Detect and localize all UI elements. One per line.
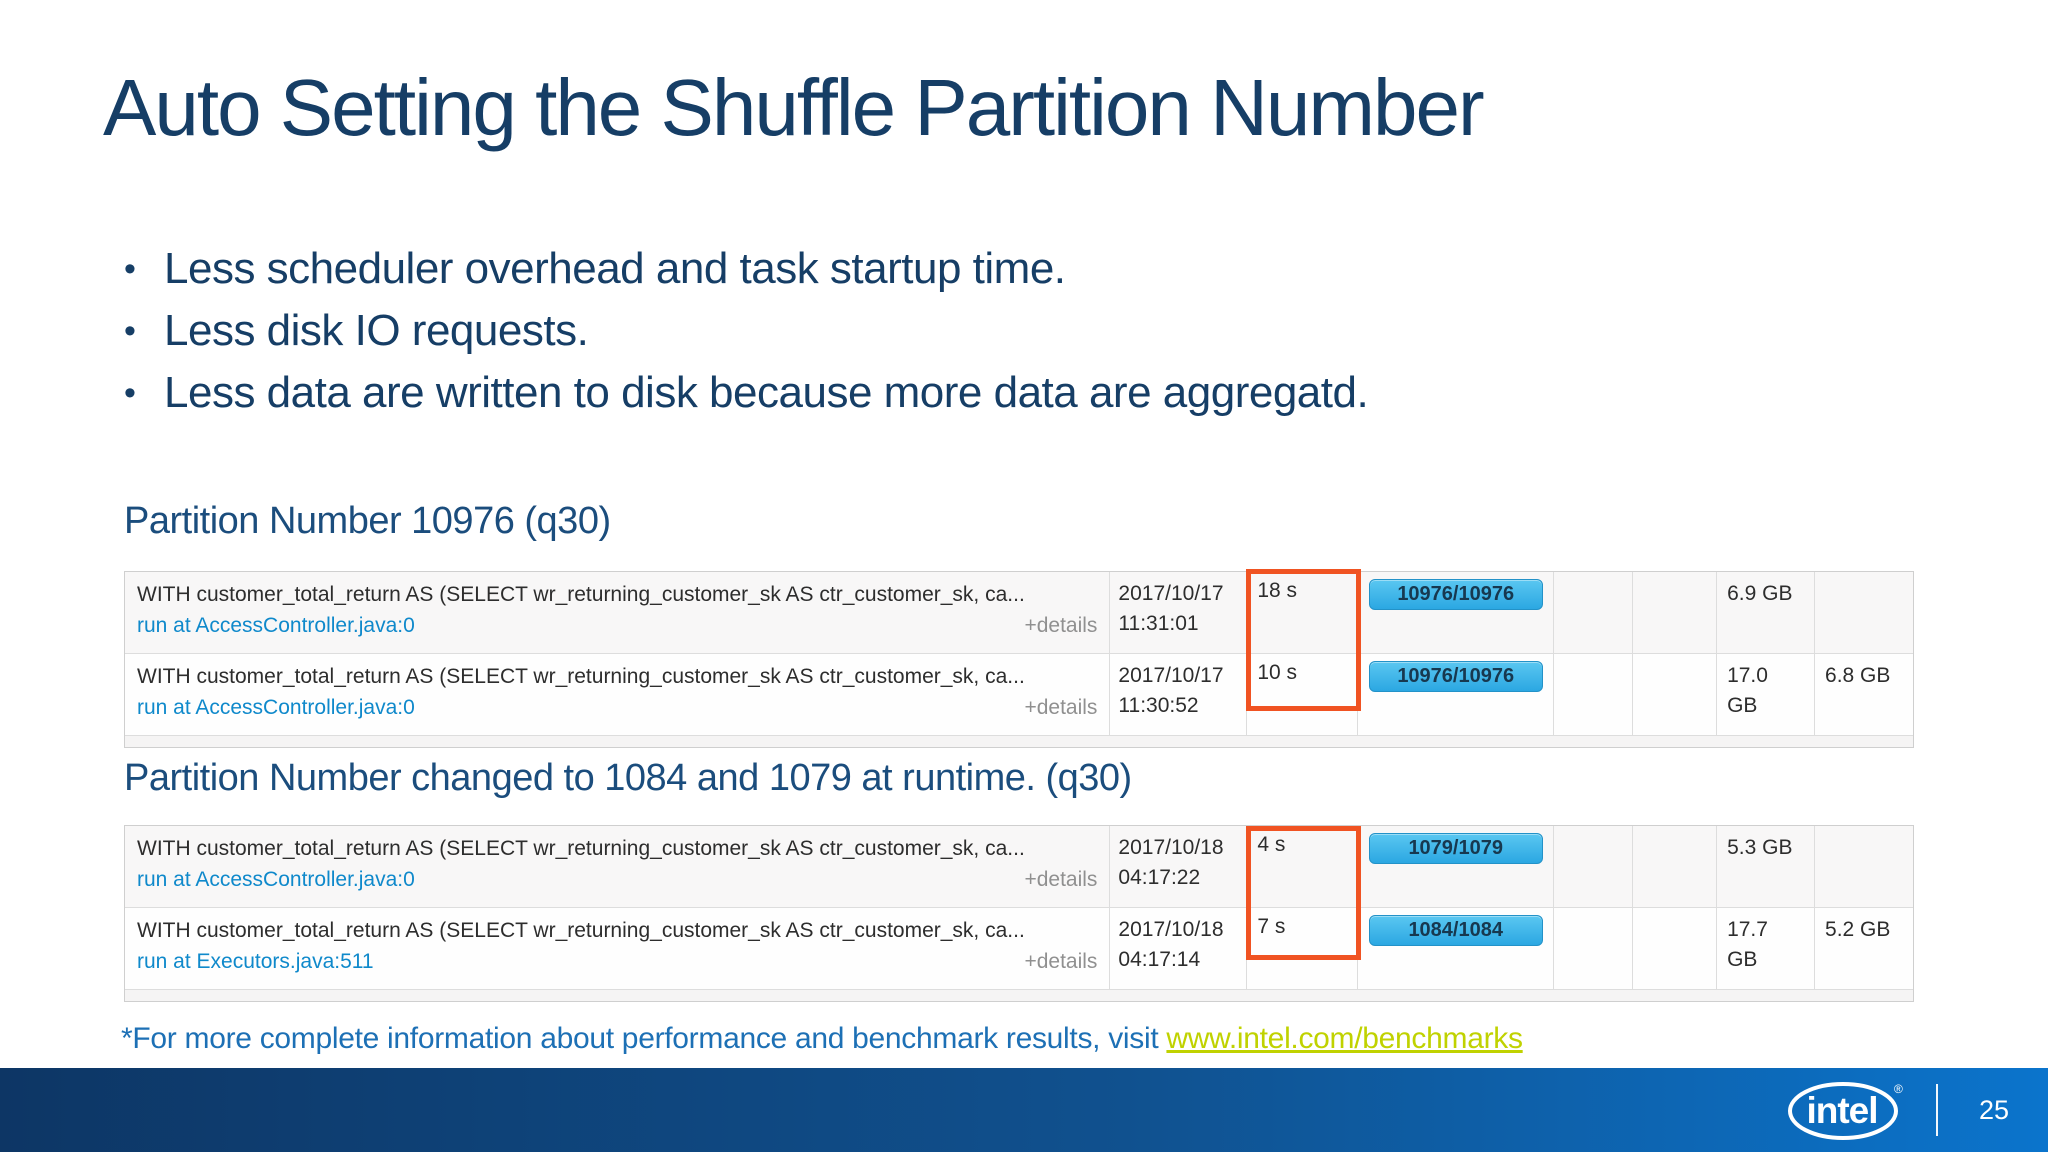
bullet-text: Less disk IO requests. xyxy=(164,306,589,355)
tasks-cell: 1079/1079 xyxy=(1358,826,1555,907)
tasks-progress-badge: 1079/1079 xyxy=(1368,833,1543,864)
table-row: WITH customer_total_return AS (SELECT wr… xyxy=(125,908,1913,990)
submitted-date: 2017/10/17 xyxy=(1118,582,1224,605)
job-description-cell: WITH customer_total_return AS (SELECT wr… xyxy=(125,908,1111,989)
details-link[interactable]: +details xyxy=(1024,868,1098,891)
submitted-time: 11:31:01 xyxy=(1118,612,1199,635)
run-at-link[interactable]: run at AccessController.java:0 xyxy=(137,696,415,719)
submitted-cell: 2017/10/17 11:30:52 xyxy=(1110,654,1248,735)
submitted-cell: 2017/10/17 11:31:01 xyxy=(1110,572,1248,653)
tasks-progress-badge: 10976/10976 xyxy=(1368,661,1543,692)
shuffle-read-cell: 17.7 GB xyxy=(1717,908,1816,989)
details-link[interactable]: +details xyxy=(1024,696,1098,719)
output-cell xyxy=(1633,654,1718,735)
bullet-item: • Less disk IO requests. xyxy=(124,300,1368,362)
submitted-time: 04:17:22 xyxy=(1118,866,1201,889)
duration-cell: 18 s xyxy=(1247,572,1359,653)
cropped-row xyxy=(125,990,1913,1001)
bullet-marker: • xyxy=(124,250,136,288)
bullet-text: Less scheduler overhead and task startup… xyxy=(164,244,1066,293)
details-link[interactable]: +details xyxy=(1024,614,1098,637)
shuffle-write-cell xyxy=(1815,572,1913,653)
job-sql-text: WITH customer_total_return AS (SELECT wr… xyxy=(137,837,1025,860)
shuffle-write-cell xyxy=(1815,826,1913,907)
jobs-table-10976: WITH customer_total_return AS (SELECT wr… xyxy=(124,569,1914,748)
page-number: 25 xyxy=(1978,1094,2010,1125)
table-row: WITH customer_total_return AS (SELECT wr… xyxy=(125,572,1913,654)
table-row: WITH customer_total_return AS (SELECT wr… xyxy=(125,654,1913,736)
table-row: WITH customer_total_return AS (SELECT wr… xyxy=(125,826,1913,908)
job-description-cell: WITH customer_total_return AS (SELECT wr… xyxy=(125,826,1111,907)
input-cell xyxy=(1554,572,1634,653)
details-link[interactable]: +details xyxy=(1024,950,1098,973)
intel-logo: intel ® xyxy=(1788,1082,1903,1140)
tasks-cell: 1084/1084 xyxy=(1358,908,1555,989)
run-at-link[interactable]: run at AccessController.java:0 xyxy=(137,614,415,637)
job-description-cell: WITH customer_total_return AS (SELECT wr… xyxy=(125,572,1111,653)
tasks-cell: 10976/10976 xyxy=(1358,572,1555,653)
duration-cell: 7 s xyxy=(1247,908,1359,989)
submitted-time: 11:30:52 xyxy=(1118,694,1199,717)
bullet-item: • Less data are written to disk because … xyxy=(124,362,1369,424)
tasks-cell: 10976/10976 xyxy=(1358,654,1555,735)
run-at-link[interactable]: run at Executors.java:511 xyxy=(137,950,374,973)
section-heading-partition-runtime: Partition Number changed to 1084 and 107… xyxy=(124,757,1132,799)
job-description-cell: WITH customer_total_return AS (SELECT wr… xyxy=(125,654,1111,735)
shuffle-write-cell: 6.8 GB xyxy=(1825,664,1891,687)
job-sql-text: WITH customer_total_return AS (SELECT wr… xyxy=(137,919,1025,942)
submitted-cell: 2017/10/18 04:17:14 xyxy=(1110,908,1248,989)
job-sql-text: WITH customer_total_return AS (SELECT wr… xyxy=(137,583,1025,606)
section-heading-partition-10976: Partition Number 10976 (q30) xyxy=(124,500,611,542)
footer-divider xyxy=(1936,1084,1938,1136)
output-cell xyxy=(1633,826,1718,907)
shuffle-read-cell: 5.3 GB xyxy=(1717,826,1816,907)
input-cell xyxy=(1554,826,1634,907)
job-sql-text: WITH customer_total_return AS (SELECT wr… xyxy=(137,665,1025,688)
duration-cell: 10 s xyxy=(1247,654,1359,735)
cropped-row xyxy=(125,736,1913,747)
slide-title: Auto Setting the Shuffle Partition Numbe… xyxy=(103,63,1485,152)
footnote-text: *For more complete information about per… xyxy=(121,1022,1167,1055)
shuffle-read-cell: 17.0 GB xyxy=(1717,654,1816,735)
output-cell xyxy=(1633,908,1718,989)
tasks-progress-badge: 10976/10976 xyxy=(1368,579,1543,610)
submitted-date: 2017/10/18 xyxy=(1118,918,1224,941)
bullet-item: • Less scheduler overhead and task start… xyxy=(124,238,1368,300)
submitted-time: 04:17:14 xyxy=(1118,948,1201,971)
run-at-link[interactable]: run at AccessController.java:0 xyxy=(137,868,415,891)
tasks-progress-badge: 1084/1084 xyxy=(1368,915,1543,946)
duration-cell: 4 s xyxy=(1247,826,1359,907)
submitted-date: 2017/10/18 xyxy=(1118,836,1224,859)
submitted-cell: 2017/10/18 04:17:22 xyxy=(1110,826,1248,907)
input-cell xyxy=(1554,654,1634,735)
footer-bar: intel ® 25 xyxy=(0,1068,2048,1152)
bullet-text: Less data are written to disk because mo… xyxy=(164,368,1369,417)
benchmarks-link[interactable]: www.intel.com/benchmarks xyxy=(1166,1022,1523,1055)
shuffle-read-cell: 6.9 GB xyxy=(1717,572,1816,653)
input-cell xyxy=(1554,908,1634,989)
svg-text:intel: intel xyxy=(1806,1090,1877,1131)
bullet-marker: • xyxy=(124,374,136,412)
submitted-date: 2017/10/17 xyxy=(1118,664,1224,687)
output-cell xyxy=(1633,572,1718,653)
jobs-table-runtime: WITH customer_total_return AS (SELECT wr… xyxy=(124,825,1914,1002)
bullet-list: • Less scheduler overhead and task start… xyxy=(124,238,1369,424)
footnote: *For more complete information about per… xyxy=(121,1022,1523,1056)
bullet-marker: • xyxy=(124,312,136,350)
shuffle-write-cell: 5.2 GB xyxy=(1825,918,1891,941)
svg-text:®: ® xyxy=(1894,1082,1903,1096)
